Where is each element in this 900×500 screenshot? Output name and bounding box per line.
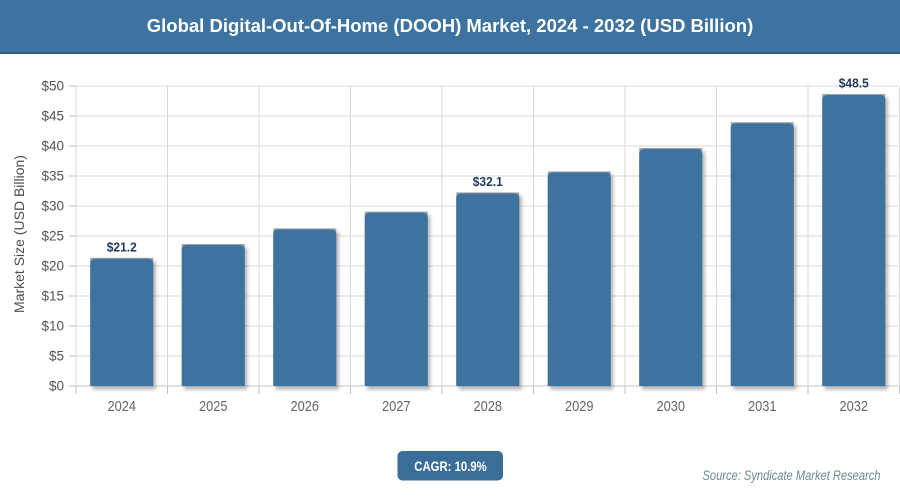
svg-text:$32.1: $32.1 bbox=[473, 174, 503, 189]
svg-text:$21.2: $21.2 bbox=[107, 239, 137, 254]
svg-text:$50: $50 bbox=[41, 79, 64, 94]
svg-text:$20: $20 bbox=[41, 259, 64, 274]
svg-text:2030: 2030 bbox=[657, 398, 686, 415]
svg-text:$30: $30 bbox=[41, 199, 64, 214]
svg-text:$25: $25 bbox=[41, 229, 64, 244]
svg-text:$5: $5 bbox=[49, 349, 64, 364]
svg-text:2029: 2029 bbox=[565, 398, 594, 415]
svg-text:$45: $45 bbox=[41, 109, 64, 124]
svg-text:2027: 2027 bbox=[382, 398, 411, 415]
svg-text:$40: $40 bbox=[41, 139, 64, 154]
svg-text:$35: $35 bbox=[41, 169, 64, 184]
svg-text:2028: 2028 bbox=[474, 398, 503, 415]
svg-text:CAGR: 10.9%: CAGR: 10.9% bbox=[414, 458, 487, 474]
svg-text:$15: $15 bbox=[41, 289, 64, 304]
svg-text:2032: 2032 bbox=[840, 398, 869, 415]
svg-text:2031: 2031 bbox=[748, 398, 777, 415]
svg-text:$48.5: $48.5 bbox=[839, 76, 869, 91]
svg-text:$0: $0 bbox=[49, 379, 64, 394]
svg-text:2026: 2026 bbox=[291, 398, 320, 415]
svg-text:Source: Syndicate Market Resea: Source: Syndicate Market Research bbox=[703, 468, 881, 483]
svg-text:$10: $10 bbox=[41, 319, 64, 334]
svg-text:2025: 2025 bbox=[199, 398, 228, 415]
svg-text:2024: 2024 bbox=[108, 398, 137, 415]
